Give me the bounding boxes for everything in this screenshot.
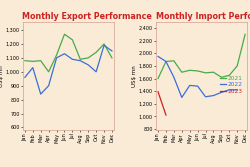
2022 [39, 93, 42, 95]
2023 [156, 91, 160, 93]
Text: Monthly Export Performance: Monthly Export Performance [22, 12, 152, 21]
2022 [47, 85, 50, 87]
2022 [110, 50, 114, 52]
2021 [79, 58, 82, 60]
2021 [63, 33, 66, 35]
Y-axis label: US$ mn: US$ mn [132, 65, 137, 87]
2022 [212, 95, 215, 97]
2022 [156, 55, 160, 57]
2021 [110, 57, 114, 59]
2022 [71, 58, 74, 60]
2021 [196, 70, 199, 72]
2021 [71, 39, 74, 41]
Line: 2023: 2023 [158, 92, 166, 115]
Y-axis label: US$ mn: US$ mn [0, 65, 4, 87]
2022 [220, 91, 223, 93]
2022 [31, 67, 34, 69]
Line: 2022: 2022 [25, 45, 112, 94]
2022 [188, 85, 191, 87]
2022 [55, 57, 58, 59]
2022 [196, 85, 199, 87]
2022 [204, 96, 207, 98]
2022 [172, 76, 175, 78]
2021 [47, 71, 50, 73]
2022 [180, 96, 183, 98]
2021 [39, 60, 42, 62]
2021 [212, 71, 215, 73]
2021 [236, 65, 239, 67]
2021 [102, 43, 106, 45]
2022 [102, 44, 106, 46]
2022 [228, 89, 231, 91]
2022 [87, 64, 90, 66]
2021 [164, 60, 168, 62]
2021 [172, 60, 175, 62]
2021 [244, 33, 246, 35]
2021 [220, 76, 223, 78]
2021 [180, 71, 183, 73]
2021 [188, 69, 191, 71]
Line: 2021: 2021 [158, 34, 245, 78]
2022 [236, 89, 239, 91]
2021 [55, 54, 58, 56]
Line: 2022: 2022 [158, 56, 237, 97]
Legend: 2021, 2022, 2023: 2021, 2022, 2023 [217, 73, 244, 96]
2022 [164, 60, 168, 62]
2022 [24, 76, 26, 78]
2021 [204, 72, 207, 74]
Line: 2021: 2021 [25, 34, 112, 72]
2022 [63, 53, 66, 55]
2021 [31, 60, 34, 62]
2021 [87, 57, 90, 59]
Text: Monthly Import Performance: Monthly Import Performance [156, 12, 250, 21]
2021 [24, 60, 26, 62]
2021 [228, 74, 231, 76]
2022 [95, 71, 98, 73]
2021 [95, 51, 98, 53]
2021 [156, 77, 160, 79]
2022 [79, 60, 82, 62]
2023 [164, 114, 168, 116]
